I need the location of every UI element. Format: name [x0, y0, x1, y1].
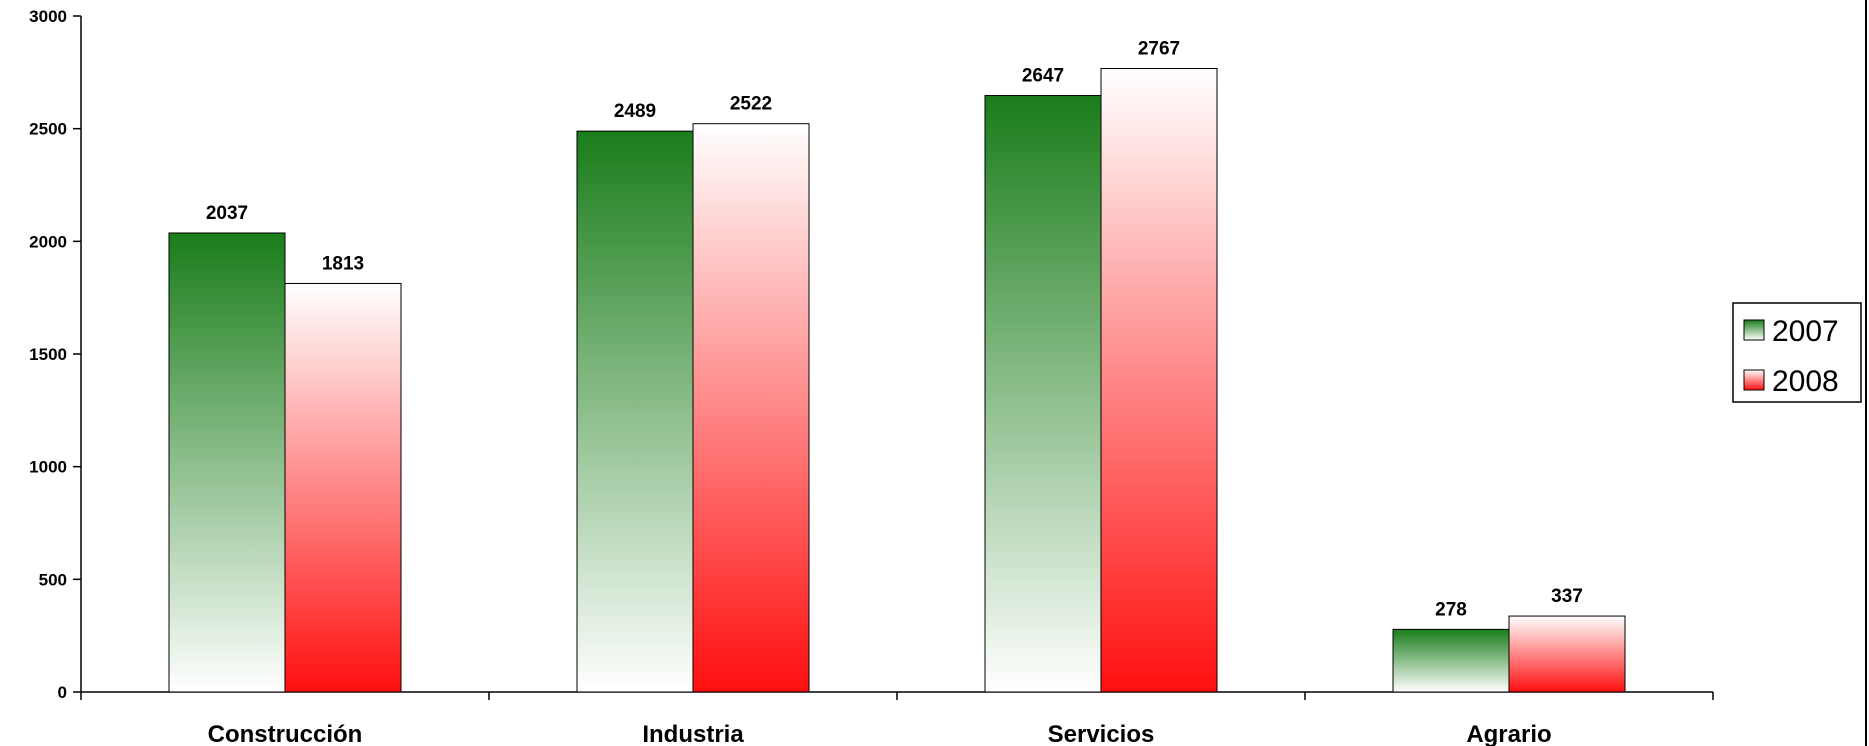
legend: 2007 2008	[1732, 302, 1862, 403]
data-label: 278	[1435, 599, 1467, 620]
bar-2008-Servicios	[1100, 68, 1218, 693]
data-label: 2037	[206, 203, 248, 224]
x-category-label: Industria	[642, 721, 744, 746]
bar-2007-Industria	[576, 130, 694, 693]
data-label: 1813	[322, 253, 364, 274]
data-label: 2767	[1138, 39, 1180, 60]
legend-swatch-2008	[1743, 369, 1765, 391]
x-category-label: Construcción	[208, 721, 363, 746]
x-axis-ticks: Construcción Industria Servicios Agrario	[80, 692, 1714, 746]
data-label: 2522	[730, 94, 772, 115]
y-tick-label: 500	[39, 570, 67, 589]
bar-2007-Agrario	[1392, 628, 1510, 693]
legend-label-2008: 2008	[1772, 365, 1839, 398]
data-label: 337	[1551, 586, 1583, 607]
bars-group: 2037 1813 2489 2522 2647 2767 278 337	[168, 39, 1626, 693]
legend-swatch-2007	[1743, 319, 1765, 341]
data-label: 2489	[614, 101, 656, 122]
bar-2008-Agrario	[1508, 615, 1626, 693]
y-axis-ticks: 0 500 1000 1500 2000 2500 3000	[29, 7, 81, 702]
bar-2007-Servicios	[984, 95, 1102, 693]
data-label: 2647	[1022, 66, 1064, 87]
y-tick-label: 1000	[29, 458, 67, 477]
x-category-label: Servicios	[1048, 721, 1155, 746]
x-category-label: Agrario	[1466, 721, 1551, 746]
y-tick-label: 2500	[29, 120, 67, 139]
bar-2008-Industria	[692, 123, 810, 693]
y-tick-label: 3000	[29, 7, 67, 26]
legend-label-2007: 2007	[1772, 315, 1839, 348]
y-tick-label: 2000	[29, 232, 67, 251]
y-tick-label: 0	[58, 683, 67, 702]
bar-2008-Construcción	[284, 282, 402, 693]
bar-2007-Construcción	[168, 232, 286, 693]
y-tick-label: 1500	[29, 345, 67, 364]
